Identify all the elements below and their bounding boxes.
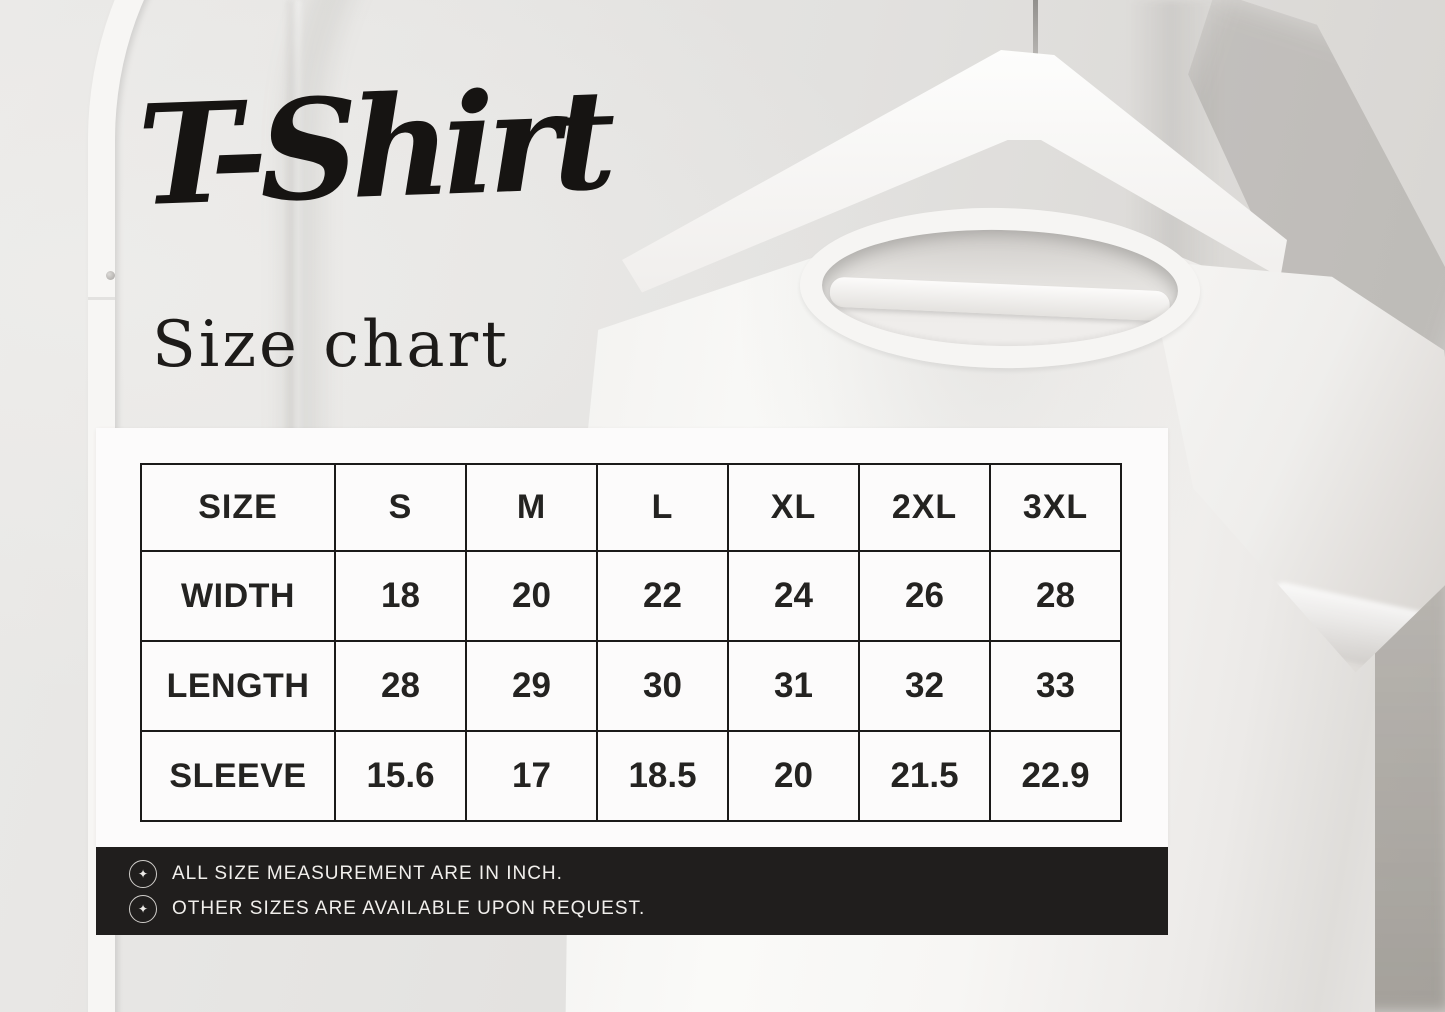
notes-bar: ✦ ALL SIZE MEASUREMENT ARE IN INCH. ✦ OT… bbox=[96, 847, 1168, 935]
size-table-row-label: WIDTH bbox=[140, 550, 336, 642]
size-table-cell: 28 bbox=[989, 550, 1122, 642]
size-table-header-cell: S bbox=[334, 463, 467, 552]
size-table-cell: 18.5 bbox=[596, 730, 729, 822]
note-text: OTHER SIZES ARE AVAILABLE UPON REQUEST. bbox=[172, 897, 646, 919]
sparkle-circle-icon: ✦ bbox=[129, 859, 157, 888]
size-table: SIZE S M L XL 2XL 3XL WIDTH 18 20 22 24 … bbox=[140, 463, 1122, 822]
rack-pole-joint bbox=[88, 297, 115, 300]
size-table-cell: 15.6 bbox=[334, 730, 467, 822]
note-item: ✦ OTHER SIZES ARE AVAILABLE UPON REQUEST… bbox=[129, 894, 1168, 923]
size-table-header-cell: L bbox=[596, 463, 729, 552]
size-chart-card: SIZE S M L XL 2XL 3XL WIDTH 18 20 22 24 … bbox=[96, 428, 1168, 847]
size-table-cell: 31 bbox=[727, 640, 860, 732]
size-table-header-cell: M bbox=[465, 463, 598, 552]
size-table-cell: 29 bbox=[465, 640, 598, 732]
wall-seam-shadow bbox=[284, 0, 304, 480]
size-table-cell: 20 bbox=[465, 550, 598, 642]
rack-pole-screw bbox=[106, 271, 115, 280]
size-table-cell: 28 bbox=[334, 640, 467, 732]
size-table-cell: 20 bbox=[727, 730, 860, 822]
title-script: T-Shirt bbox=[135, 57, 611, 238]
size-table-cell: 30 bbox=[596, 640, 729, 732]
note-item: ✦ ALL SIZE MEASUREMENT ARE IN INCH. bbox=[129, 859, 1168, 888]
table-row: LENGTH 28 29 30 31 32 33 bbox=[140, 640, 1122, 732]
size-table-header-cell: XL bbox=[727, 463, 860, 552]
size-table-cell: 21.5 bbox=[858, 730, 991, 822]
size-table-cell: 32 bbox=[858, 640, 991, 732]
size-table-cell: 22.9 bbox=[989, 730, 1122, 822]
size-table-header-cell: 3XL bbox=[989, 463, 1122, 552]
size-table-row-label: LENGTH bbox=[140, 640, 336, 732]
table-row: WIDTH 18 20 22 24 26 28 bbox=[140, 550, 1122, 642]
note-text: ALL SIZE MEASUREMENT ARE IN INCH. bbox=[172, 862, 563, 884]
size-table-cell: 24 bbox=[727, 550, 860, 642]
size-table-cell: 22 bbox=[596, 550, 729, 642]
size-table-header-row: SIZE S M L XL 2XL 3XL bbox=[140, 463, 1122, 552]
size-table-header-cell: SIZE bbox=[140, 463, 336, 552]
size-table-cell: 17 bbox=[465, 730, 598, 822]
size-table-header-cell: 2XL bbox=[858, 463, 991, 552]
sparkle-circle-icon: ✦ bbox=[129, 894, 157, 923]
title-subtitle: Size chart bbox=[152, 308, 510, 382]
size-table-row-label: SLEEVE bbox=[140, 730, 336, 822]
size-table-cell: 18 bbox=[334, 550, 467, 642]
table-row: SLEEVE 15.6 17 18.5 20 21.5 22.9 bbox=[140, 730, 1122, 822]
size-table-cell: 33 bbox=[989, 640, 1122, 732]
size-table-cell: 26 bbox=[858, 550, 991, 642]
hanger-hook bbox=[1033, 0, 1038, 76]
